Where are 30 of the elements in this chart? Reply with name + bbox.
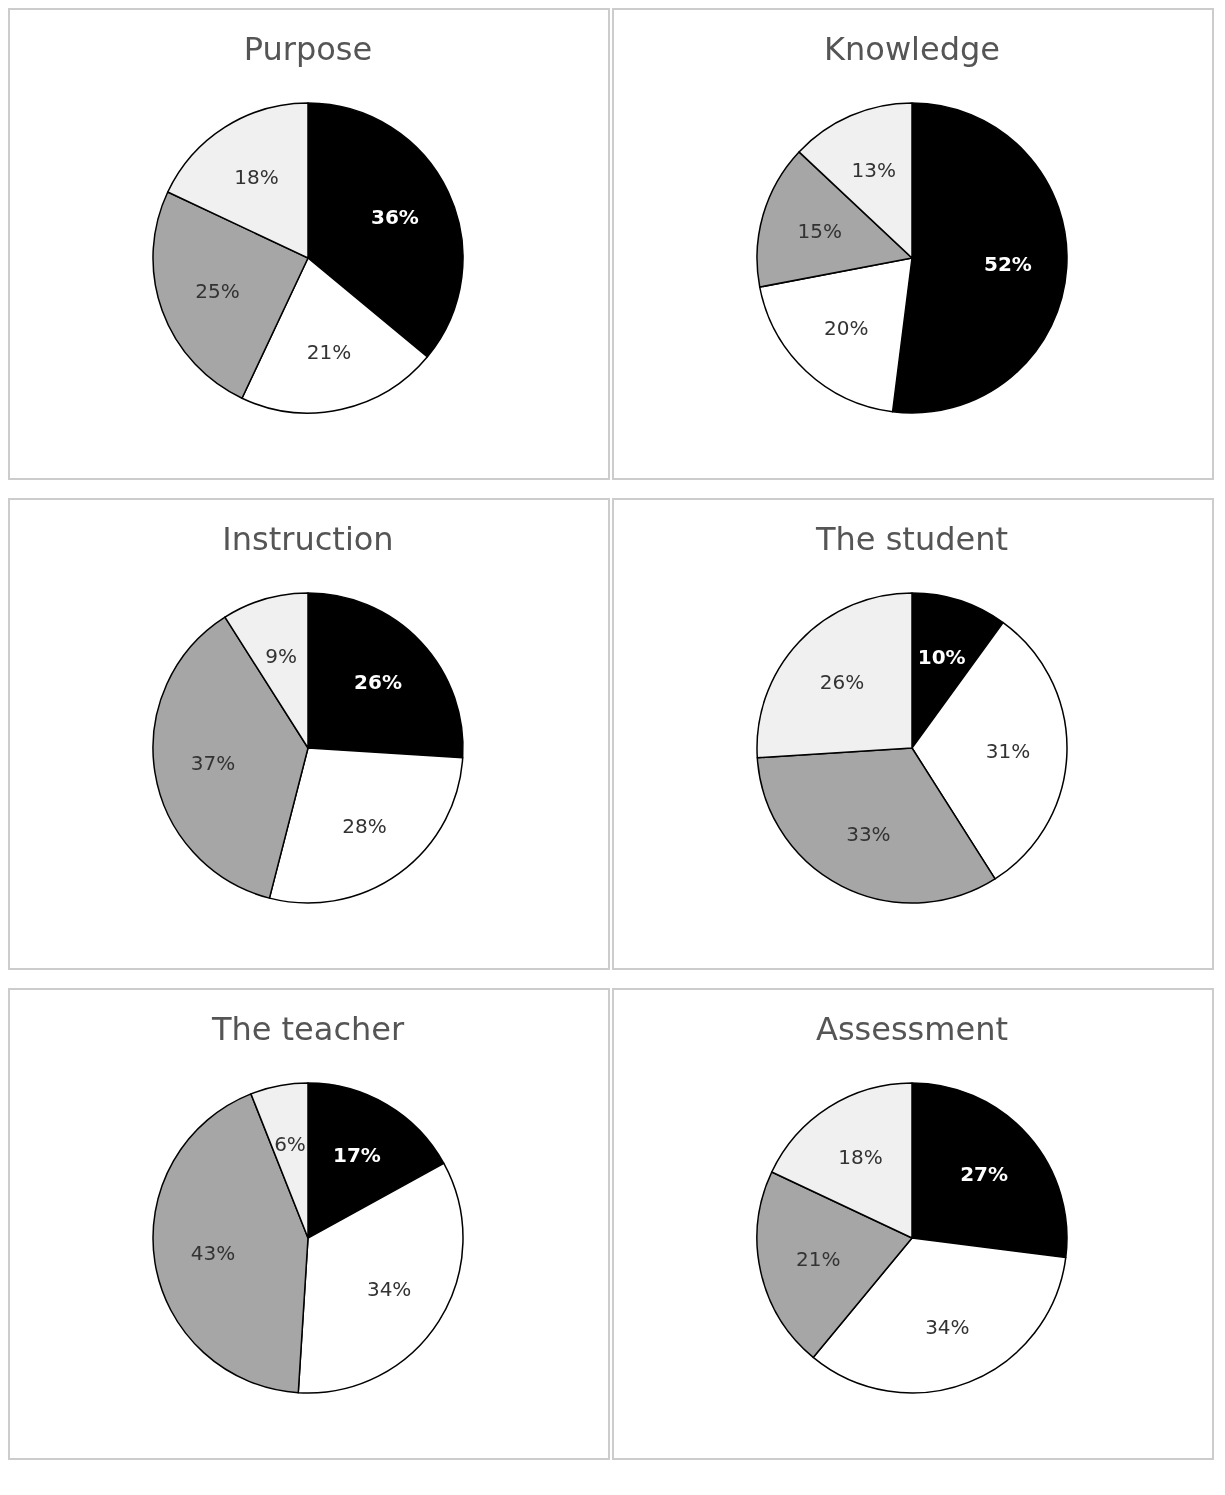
data-label: 20% bbox=[823, 316, 869, 341]
chart-title: Knowledge bbox=[824, 30, 1000, 68]
data-label: 21% bbox=[306, 339, 352, 364]
chart-title: Assessment bbox=[816, 1010, 1008, 1048]
chart-title: Instruction bbox=[222, 520, 394, 558]
data-label: 43% bbox=[190, 1241, 236, 1266]
data-label: 26% bbox=[819, 670, 865, 695]
chart-title: The teacher bbox=[210, 1010, 405, 1048]
data-label: 21% bbox=[795, 1246, 841, 1271]
data-label: 18% bbox=[838, 1144, 883, 1169]
data-label: 28% bbox=[342, 813, 387, 838]
data-label: 6% bbox=[274, 1131, 306, 1156]
data-label: 33% bbox=[846, 821, 891, 846]
data-label: 37% bbox=[190, 751, 236, 776]
data-label: 31% bbox=[985, 739, 1031, 764]
data-label: 34% bbox=[366, 1277, 412, 1302]
chart-title: Purpose bbox=[243, 30, 373, 68]
data-label: 10% bbox=[917, 644, 966, 669]
data-label: 25% bbox=[195, 278, 240, 303]
data-label: 36% bbox=[371, 205, 419, 230]
data-label: 18% bbox=[234, 164, 279, 189]
data-label: 9% bbox=[265, 643, 298, 668]
data-label: 34% bbox=[925, 1315, 970, 1340]
data-label: 52% bbox=[983, 252, 1032, 277]
data-label: 15% bbox=[797, 219, 842, 244]
chart-title: The student bbox=[814, 520, 1009, 558]
data-label: 26% bbox=[354, 670, 402, 695]
data-label: 13% bbox=[851, 157, 897, 182]
data-label: 27% bbox=[960, 1162, 1009, 1187]
data-label: 17% bbox=[332, 1143, 381, 1168]
